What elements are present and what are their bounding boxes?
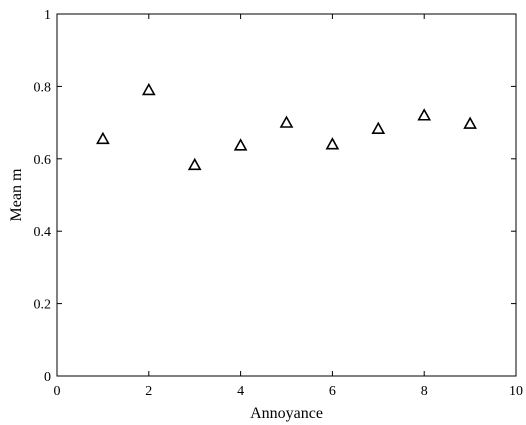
data-point-triangle (187, 157, 202, 171)
data-point-triangle (417, 108, 432, 121)
y-tick-label: 0 (44, 370, 51, 385)
data-point-triangle (463, 116, 477, 129)
data-point-triangle (141, 82, 156, 96)
data-point-triangle (233, 138, 248, 151)
y-axis-label: Mean m (8, 168, 25, 221)
y-tick-label: 0.4 (34, 225, 52, 240)
data-point-triangle (371, 121, 386, 134)
y-axis-ticks: 0 0.2 0.4 0.6 0.8 1 (34, 8, 516, 385)
x-axis-ticks: 0 2 4 6 8 10 (54, 14, 523, 399)
plot-area-frame (56, 13, 517, 377)
x-tick-label: 2 (145, 384, 152, 399)
y-tick-label: 1 (44, 8, 51, 23)
y-tick-label: 0.2 (34, 298, 52, 313)
x-tick-label: 8 (421, 384, 428, 399)
x-axis-label: Annoyance (250, 405, 323, 422)
y-tick-label: 0.8 (34, 80, 52, 95)
x-tick-label: 10 (509, 384, 523, 399)
x-tick-label: 6 (329, 384, 336, 399)
y-tick-label: 0.6 (34, 153, 52, 168)
x-tick-label: 0 (54, 384, 61, 399)
data-point-triangle (279, 115, 294, 128)
x-tick-label: 4 (237, 384, 244, 399)
data-markers (96, 82, 477, 171)
data-point-triangle (96, 131, 110, 145)
data-point-triangle (325, 137, 340, 150)
